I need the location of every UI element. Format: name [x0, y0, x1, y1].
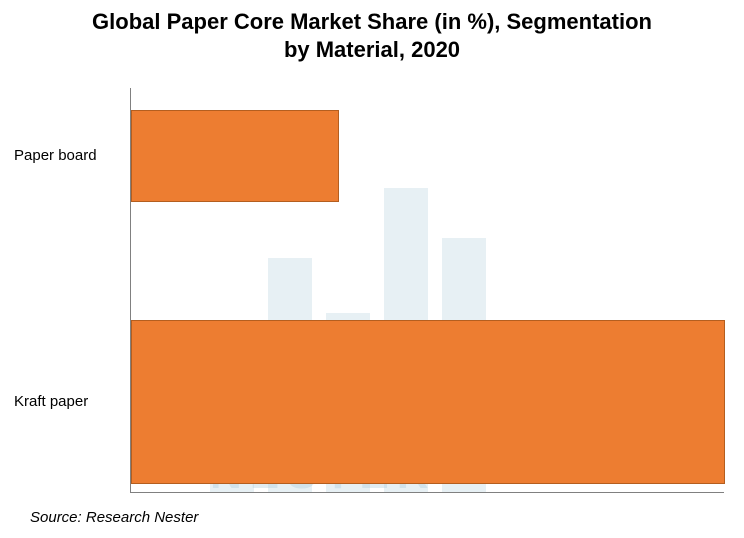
- bar-kraft-paper: [131, 320, 725, 484]
- bar-paper-board: [131, 110, 339, 202]
- chart-container: Global Paper Core Market Share (in %), S…: [0, 0, 744, 538]
- title-line-1: Global Paper Core Market Share (in %), S…: [20, 8, 724, 36]
- chart-area: NESTER Paper board Kraft paper: [0, 88, 744, 493]
- plot-area: [130, 88, 724, 493]
- bar-label-paper-board: Paper board: [0, 147, 120, 164]
- title-line-2: by Material, 2020: [20, 36, 724, 64]
- chart-title: Global Paper Core Market Share (in %), S…: [0, 8, 744, 63]
- source-citation: Source: Research Nester: [30, 509, 198, 526]
- bar-label-kraft-paper: Kraft paper: [0, 393, 120, 410]
